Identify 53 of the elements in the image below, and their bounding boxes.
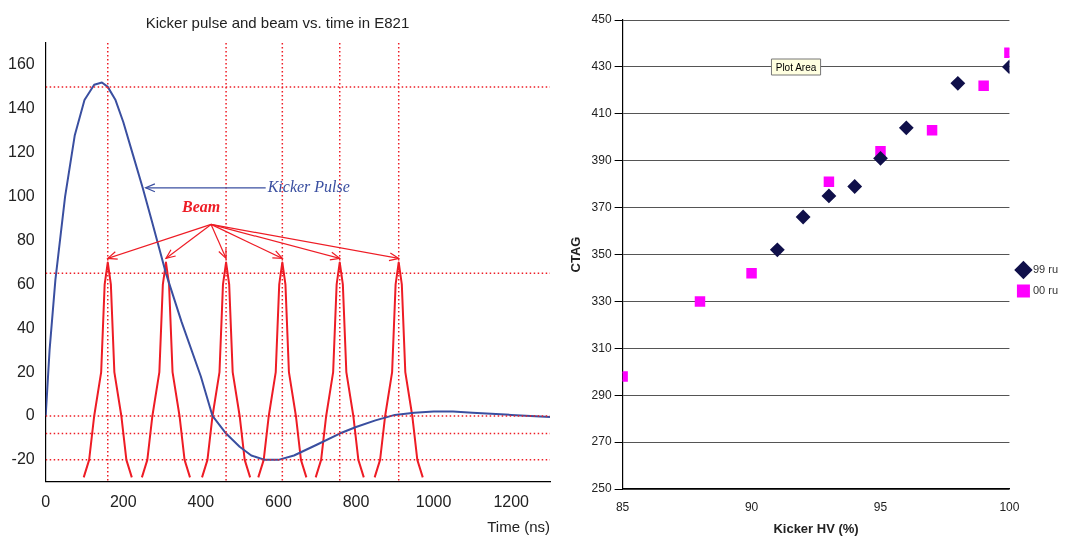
y-tick-label: 350 — [591, 246, 612, 261]
x-tick-label: 600 — [265, 492, 292, 510]
point — [746, 268, 757, 279]
y-tick-label: 20 — [16, 362, 35, 380]
y-tick-label: 290 — [591, 387, 612, 402]
x-tick-label: 85 — [615, 499, 630, 514]
x-tick-label: 800 — [342, 492, 370, 510]
y-tick-label: 250 — [591, 481, 612, 496]
point — [873, 151, 888, 166]
y-tick-label: 100 — [7, 186, 35, 204]
chart-title: Kicker pulse and beam vs. time in E821 — [145, 14, 410, 32]
x-tick-label: 0 — [41, 492, 51, 510]
point — [978, 80, 989, 91]
x-axis-title: Time (ns) — [487, 518, 550, 536]
point — [821, 188, 836, 203]
y-tick-label: 160 — [7, 55, 35, 73]
annotation: Beam — [180, 198, 221, 216]
legend-label: 99 ru — [1032, 263, 1059, 276]
y-tick-label: 60 — [16, 274, 35, 292]
y-tick-label: 310 — [591, 340, 612, 355]
y-tick-label: 0 — [25, 406, 35, 424]
y-tick-label: 270 — [591, 434, 612, 449]
x-tick-label: 1000 — [415, 492, 452, 510]
y-tick-label: 330 — [591, 293, 612, 308]
point — [694, 296, 706, 307]
y-tick-label: 450 — [591, 12, 612, 27]
y-tick-label: 430 — [591, 59, 612, 74]
x-tick-label: 100 — [999, 499, 1020, 514]
point — [823, 176, 835, 188]
y-tick-label: 80 — [16, 230, 35, 248]
point — [899, 120, 914, 135]
y-tick-label: 410 — [591, 106, 612, 121]
point — [847, 179, 862, 194]
point — [950, 76, 965, 91]
legend-label: 00 ru — [1032, 284, 1059, 297]
y-tick-label: 40 — [16, 318, 35, 336]
x-axis-title: Kicker HV (%) — [773, 520, 859, 536]
y-tick-label: 370 — [591, 199, 612, 214]
point — [770, 242, 785, 257]
y-tick-label: 120 — [7, 143, 35, 161]
y-axis-title: CTAG — [568, 236, 584, 273]
point — [796, 209, 811, 224]
x-tick-label: 95 — [873, 499, 888, 514]
y-tick-label: 390 — [591, 153, 612, 168]
point — [926, 124, 938, 136]
annotation: Plot Area — [775, 61, 817, 73]
y-tick-label: -20 — [11, 450, 35, 468]
annotation: Kicker Pulse — [266, 178, 350, 196]
x-tick-label: 1200 — [493, 492, 530, 510]
y-tick-label: 140 — [7, 99, 35, 117]
x-tick-label: 90 — [744, 499, 759, 514]
x-tick-label: 400 — [187, 492, 215, 510]
x-tick-label: 200 — [109, 492, 137, 510]
